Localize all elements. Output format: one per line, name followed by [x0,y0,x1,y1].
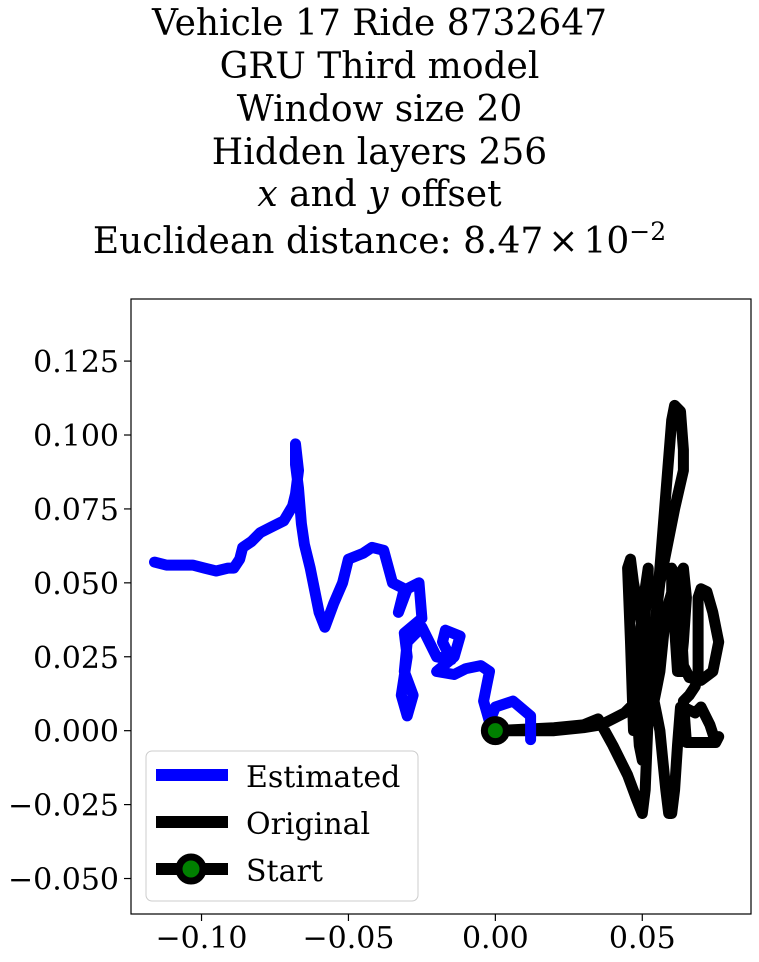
title-line-1: Vehicle 17 Ride 8732647 [151,3,608,44]
y-tick-label: 0.125 [33,345,119,380]
y-tick-label: 0.075 [33,493,119,528]
title-and: and [277,174,369,215]
y-tick-label: −0.025 [8,789,119,824]
legend-start-marker [175,853,207,885]
title-distance-prefix: Euclidean distance: [92,221,464,262]
title-offset: offset [388,174,502,215]
title-line-3: Window size 20 [236,89,523,130]
y-tick-label: 0.000 [33,715,119,750]
title-var-x: x [257,174,278,215]
y-tick-label: 0.025 [33,641,119,676]
title-line-2: GRU Third model [219,46,540,87]
title-line-4: Hidden layers 256 [211,132,548,173]
series-layer [149,399,725,819]
title-exponent: −2 [629,217,667,246]
legend-start-label: Start [246,854,323,889]
y-tick-label: 0.050 [33,567,119,602]
x-tick-label: 0.05 [609,921,676,956]
series-estimated-line [149,438,537,746]
title-var-y: y [368,174,389,215]
legend-original-label: Original [246,807,370,842]
plot-frame [130,298,752,915]
series-original-line [489,399,725,819]
title-base: 10 [583,221,630,262]
title-distance-mantissa: 8.47 [463,221,544,262]
title-line-5: x and y offset [0,177,759,213]
x-tick-label: 0.00 [462,921,529,956]
title-times: × [548,221,579,262]
y-tick-label: −0.050 [8,863,119,898]
legend-estimated-label: Estimated [246,760,400,795]
x-tick-label: −0.05 [302,921,394,956]
legend: Estimated Original Start [145,750,419,902]
start-point-marker [480,716,510,746]
axes-layer: −0.10 −0.05 0.00 0.05 −0.050 −0.025 0.000 0.025… [8,345,676,956]
y-tick-label: 0.100 [33,419,119,454]
title-line-6: Euclidean distance: 8.47 × 10−2 [0,219,759,260]
x-tick-label: −0.10 [156,921,248,956]
